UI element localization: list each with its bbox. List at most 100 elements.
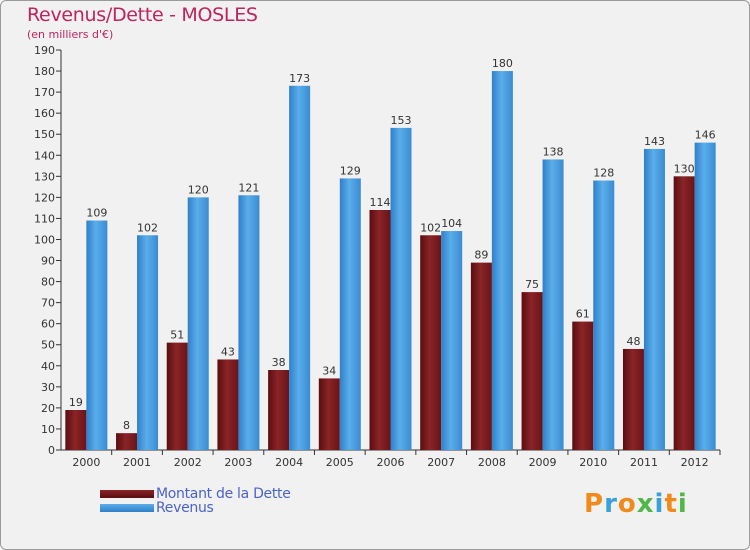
- bar-dette: [572, 321, 594, 450]
- x-tick-label: 2003: [224, 456, 252, 469]
- logo-letter: o: [617, 489, 637, 519]
- data-label: 143: [644, 135, 665, 148]
- y-tick-label: 170: [34, 86, 55, 99]
- bar-dette: [673, 176, 695, 450]
- x-tick-label: 2001: [123, 456, 151, 469]
- y-tick-label: 180: [34, 65, 55, 78]
- data-label: 34: [322, 364, 336, 377]
- data-label: 51: [170, 329, 184, 342]
- data-label: 102: [420, 221, 441, 234]
- y-tick-label: 150: [34, 128, 55, 141]
- y-tick-label: 100: [34, 233, 55, 246]
- bar-dette: [470, 262, 492, 450]
- data-label: 153: [391, 114, 412, 127]
- y-tick-label: 40: [41, 360, 55, 373]
- data-label: 75: [525, 278, 539, 291]
- bar-dette: [65, 410, 87, 450]
- bar-dette: [116, 433, 138, 450]
- y-tick-label: 120: [34, 191, 55, 204]
- logo-letter: x: [636, 489, 655, 519]
- data-label: 121: [238, 181, 259, 194]
- proxiti-logo: Proxiti: [584, 489, 688, 519]
- x-tick-label: 2006: [377, 456, 405, 469]
- x-tick-label: 2005: [326, 456, 354, 469]
- bar-revenus: [441, 231, 463, 450]
- data-label: 180: [492, 57, 513, 70]
- data-label: 114: [370, 196, 391, 209]
- bar-dette: [369, 210, 391, 450]
- data-label: 89: [474, 249, 488, 262]
- y-tick-label: 60: [41, 318, 55, 331]
- x-tick-label: 2009: [529, 456, 557, 469]
- legend-label-revenus: Revenus: [156, 500, 214, 516]
- x-tick-label: 2007: [427, 456, 455, 469]
- y-tick-label: 130: [34, 170, 55, 183]
- y-tick-label: 70: [41, 297, 55, 310]
- data-label: 8: [123, 419, 130, 432]
- x-tick-label: 2012: [681, 456, 709, 469]
- legend-label-debt: Montant de la Dette: [156, 486, 291, 502]
- bar-revenus: [593, 180, 615, 451]
- logo-letter: i: [654, 489, 665, 519]
- data-label: 130: [674, 162, 695, 175]
- x-tick-label: 2008: [478, 456, 506, 469]
- data-label: 61: [576, 308, 590, 321]
- bar-revenus: [390, 127, 412, 450]
- y-tick-label: 190: [34, 44, 55, 57]
- legend-swatch-revenus: [100, 504, 154, 512]
- y-tick-label: 90: [41, 255, 55, 268]
- data-label: 38: [272, 356, 286, 369]
- bar-revenus: [339, 178, 361, 450]
- data-label: 173: [289, 72, 310, 85]
- bar-dette: [420, 235, 442, 450]
- y-tick-label: 160: [34, 107, 55, 120]
- bar-revenus: [137, 235, 159, 450]
- bar-revenus: [491, 71, 513, 450]
- data-label: 120: [188, 183, 209, 196]
- x-tick-label: 2011: [630, 456, 658, 469]
- data-label: 104: [441, 217, 462, 230]
- data-label: 102: [137, 221, 158, 234]
- bar-dette: [268, 370, 290, 450]
- legend-swatch-debt: [100, 490, 154, 498]
- y-tick-label: 0: [48, 444, 55, 457]
- y-tick-label: 10: [41, 423, 55, 436]
- bar-revenus: [187, 197, 209, 450]
- bar-dette: [622, 348, 644, 450]
- bar-revenus: [694, 142, 716, 450]
- data-label: 128: [593, 167, 614, 180]
- data-label: 129: [340, 164, 361, 177]
- logo-letter: P: [584, 489, 605, 519]
- data-label: 138: [543, 145, 564, 158]
- data-label: 19: [69, 396, 83, 409]
- y-tick-label: 50: [41, 339, 55, 352]
- bars: [65, 71, 716, 451]
- bar-revenus: [542, 159, 564, 450]
- bar-revenus: [238, 195, 260, 450]
- bar-dette: [217, 359, 239, 450]
- logo-letter: t: [664, 489, 678, 519]
- data-label: 109: [86, 207, 107, 220]
- data-label: 48: [626, 335, 640, 348]
- logo-letter: r: [604, 489, 618, 519]
- x-tick-label: 2010: [579, 456, 607, 469]
- logo-letter: i: [677, 489, 688, 519]
- bar-revenus: [86, 220, 108, 450]
- x-tick-label: 2002: [174, 456, 202, 469]
- data-label: 43: [221, 345, 235, 358]
- chart-title: Revenus/Dette - MOSLES: [27, 4, 258, 26]
- bar-revenus: [643, 148, 665, 450]
- bar-chart: 0 10 20 30 40 50 60 70 80 90 100 110 120 130 140 150 160…: [34, 44, 721, 469]
- bar-dette: [318, 378, 340, 450]
- x-tick-label: 2004: [275, 456, 303, 469]
- x-tick-label: 2000: [72, 456, 100, 469]
- y-tick-label: 110: [34, 212, 55, 225]
- chart-subtitle: (en milliers d'€): [27, 28, 114, 41]
- axes: 0 10 20 30 40 50 60 70 80 90 100 110 120 130 140 150 160…: [34, 44, 721, 469]
- bar-dette: [166, 342, 188, 450]
- y-tick-label: 140: [34, 149, 55, 162]
- y-tick-label: 80: [41, 276, 55, 289]
- data-label: 146: [695, 129, 716, 142]
- bar-revenus: [289, 85, 311, 450]
